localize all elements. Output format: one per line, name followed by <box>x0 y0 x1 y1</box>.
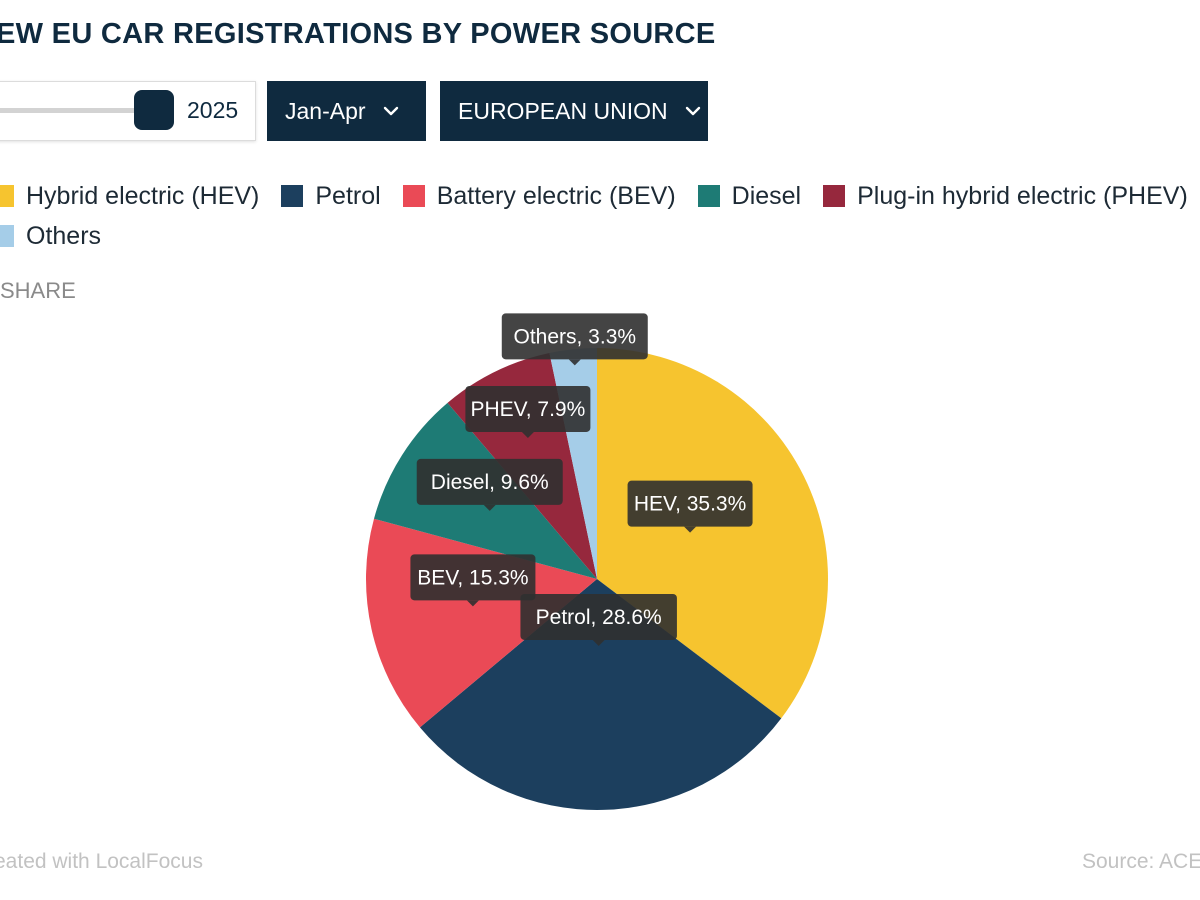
data-label-pointer <box>521 431 534 438</box>
legend-label-hev: Hybrid electric (HEV) <box>26 182 260 210</box>
pie-slice-petrol[interactable] <box>419 579 782 810</box>
legend-item-petrol[interactable]: Petrol <box>281 176 381 216</box>
data-label-text: BEV, 15.3% <box>417 566 528 589</box>
legend-item-diesel[interactable]: Diesel <box>697 176 802 216</box>
legend-swatch-diesel <box>697 185 720 207</box>
legend-label-bev: Battery electric (BEV) <box>436 182 676 210</box>
data-label-box <box>410 554 536 601</box>
legend-label-phev: Plug-in hybrid electric (PHEV) <box>857 182 1188 210</box>
legend-label-others: Others <box>26 222 102 250</box>
data-label-text: Petrol, 28.6% <box>536 606 662 629</box>
year-slider-control[interactable]: 2025 <box>0 81 256 141</box>
legend-swatch-phev <box>823 185 846 207</box>
data-label-box <box>520 593 677 640</box>
legend-swatch-bev <box>402 185 425 207</box>
credit-text: eated with LocalFocus <box>0 850 203 873</box>
data-label-text: HEV, 35.3% <box>634 493 746 516</box>
legend-swatch-hev <box>0 185 14 207</box>
legend-item-bev[interactable]: Battery electric (BEV) <box>402 176 676 216</box>
chevron-down-icon <box>383 106 398 116</box>
share-label: SHARE <box>0 278 76 303</box>
chart-title: EW EU CAR REGISTRATIONS BY POWER SOURCE <box>0 18 716 50</box>
legend-item-phev[interactable]: Plug-in hybrid electric (PHEV) <box>823 176 1188 216</box>
region-dropdown[interactable]: EUROPEAN UNION <box>440 81 708 141</box>
data-label-pointer <box>592 639 605 646</box>
data-label-text: PHEV, 7.9% <box>470 398 585 421</box>
data-label-text: Others, 3.3% <box>513 325 636 348</box>
data-label-bev: BEV, 15.3% <box>410 554 536 607</box>
data-label-petrol: Petrol, 28.6% <box>520 593 677 646</box>
data-label-box <box>465 385 591 432</box>
data-label-box <box>501 313 648 360</box>
legend-item-hev[interactable]: Hybrid electric (HEV) <box>0 176 259 216</box>
data-label-phev: PHEV, 7.9% <box>465 385 591 438</box>
legend-swatch-others <box>0 225 14 247</box>
pie-slice-hev[interactable] <box>597 348 829 719</box>
legend-label-petrol: Petrol <box>315 182 381 210</box>
data-label-pointer <box>684 526 697 533</box>
data-label-text: Diesel, 9.6% <box>431 471 549 494</box>
chevron-down-icon <box>685 106 700 116</box>
period-dropdown-label: Jan-Apr <box>285 97 366 124</box>
period-dropdown[interactable]: Jan-Apr <box>267 81 426 141</box>
year-slider-track[interactable] <box>0 108 151 113</box>
region-dropdown-label: EUROPEAN UNION <box>458 97 668 124</box>
data-label-box <box>416 458 563 505</box>
data-label-hev: HEV, 35.3% <box>627 480 753 533</box>
legend-label-diesel: Diesel <box>731 182 802 210</box>
year-slider-handle[interactable] <box>134 90 174 130</box>
data-label-diesel: Diesel, 9.6% <box>416 458 563 511</box>
data-label-pointer <box>483 504 496 511</box>
chart-legend: Hybrid electric (HEV) Petrol Battery ele… <box>0 176 1192 256</box>
year-value: 2025 <box>187 97 239 123</box>
legend-swatch-petrol <box>281 185 304 207</box>
data-label-others: Others, 3.3% <box>501 313 648 366</box>
data-label-pointer <box>568 359 581 366</box>
legend-item-others[interactable]: Others <box>0 216 101 256</box>
data-label-box <box>627 480 753 527</box>
source-text: Source: ACE <box>1082 850 1200 873</box>
data-label-pointer <box>466 600 479 607</box>
